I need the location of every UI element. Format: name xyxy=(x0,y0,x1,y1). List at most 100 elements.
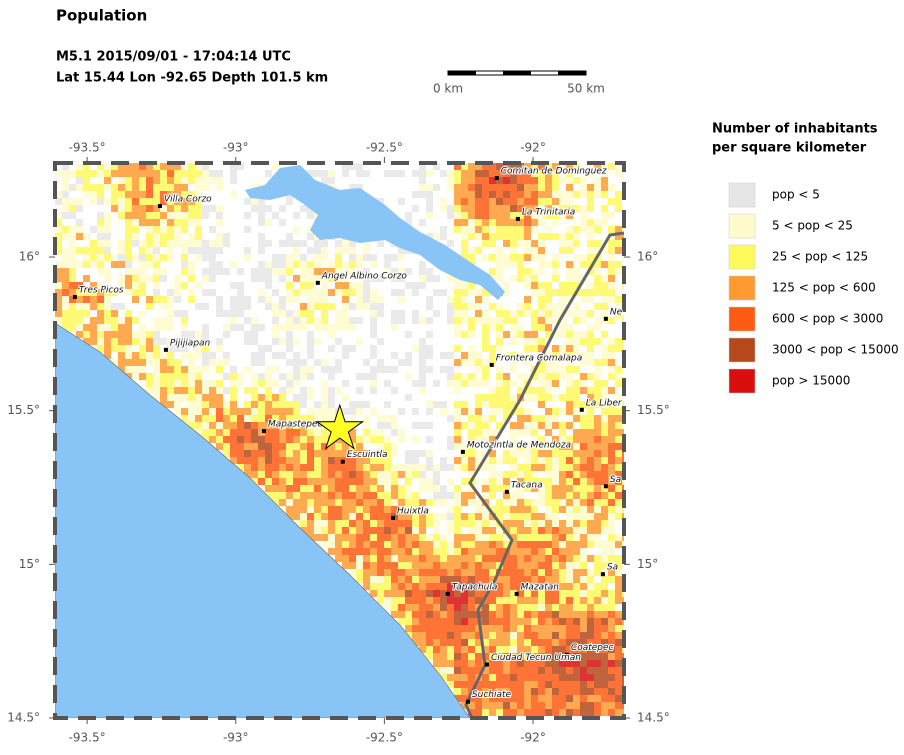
pop-cell xyxy=(538,443,545,450)
pop-cell xyxy=(426,436,433,443)
pop-cell xyxy=(272,324,279,331)
pop-cell xyxy=(517,492,524,499)
pop-cell xyxy=(496,219,503,226)
pop-cell xyxy=(174,380,181,387)
pop-cell xyxy=(314,401,321,408)
pop-cell xyxy=(104,275,111,282)
pop-cell xyxy=(377,366,384,373)
pop-cell xyxy=(97,310,104,317)
pop-cell xyxy=(356,296,363,303)
pop-cell xyxy=(447,632,454,639)
pop-cell xyxy=(615,436,622,443)
pop-cell xyxy=(601,590,608,597)
pop-cell xyxy=(475,198,482,205)
pop-cell xyxy=(384,499,391,506)
pop-cell xyxy=(188,289,195,296)
pop-cell xyxy=(314,359,321,366)
pop-cell xyxy=(202,170,209,177)
pop-cell xyxy=(580,401,587,408)
pop-cell xyxy=(279,429,286,436)
pop-cell xyxy=(111,359,118,366)
pop-cell xyxy=(370,296,377,303)
pop-cell xyxy=(328,548,335,555)
pop-cell xyxy=(538,464,545,471)
pop-cell xyxy=(405,576,412,583)
pop-cell xyxy=(405,548,412,555)
pop-cell xyxy=(181,282,188,289)
pop-cell xyxy=(496,485,503,492)
pop-cell xyxy=(454,625,461,632)
pop-cell xyxy=(62,303,69,310)
pop-cell xyxy=(461,296,468,303)
pop-cell xyxy=(601,359,608,366)
pop-cell xyxy=(230,408,237,415)
pop-cell xyxy=(608,534,615,541)
pop-cell xyxy=(601,681,608,688)
pop-cell xyxy=(552,317,559,324)
pop-cell xyxy=(545,394,552,401)
pop-cell xyxy=(587,611,594,618)
pop-cell xyxy=(608,625,615,632)
pop-cell xyxy=(405,625,412,632)
pop-cell xyxy=(580,513,587,520)
pop-cell xyxy=(216,212,223,219)
pop-cell xyxy=(433,275,440,282)
pop-cell xyxy=(412,548,419,555)
pop-cell xyxy=(573,303,580,310)
pop-cell xyxy=(363,429,370,436)
pop-cell xyxy=(615,457,622,464)
pop-cell xyxy=(419,548,426,555)
pop-cell xyxy=(342,268,349,275)
pop-cell xyxy=(531,317,538,324)
pop-cell xyxy=(608,667,615,674)
pop-cell xyxy=(398,429,405,436)
pop-cell xyxy=(181,212,188,219)
pop-cell xyxy=(510,380,517,387)
pop-cell xyxy=(216,387,223,394)
pop-cell xyxy=(559,548,566,555)
pop-cell xyxy=(503,625,510,632)
pop-cell xyxy=(83,184,90,191)
pop-cell xyxy=(125,233,132,240)
pop-cell xyxy=(454,548,461,555)
pop-cell xyxy=(601,191,608,198)
pop-cell xyxy=(601,303,608,310)
pop-cell xyxy=(552,597,559,604)
pop-cell xyxy=(223,233,230,240)
pop-cell xyxy=(132,254,139,261)
pop-cell xyxy=(286,422,293,429)
pop-cell xyxy=(300,499,307,506)
pop-cell xyxy=(90,338,97,345)
pop-cell xyxy=(545,485,552,492)
pop-cell xyxy=(503,310,510,317)
pop-cell xyxy=(335,513,342,520)
city-marker xyxy=(494,176,499,181)
pop-cell xyxy=(419,163,426,170)
pop-cell xyxy=(566,408,573,415)
pop-cell xyxy=(335,366,342,373)
pop-cell xyxy=(503,534,510,541)
pop-cell xyxy=(475,247,482,254)
pop-cell xyxy=(503,394,510,401)
pop-cell xyxy=(587,625,594,632)
pop-cell xyxy=(587,667,594,674)
pop-cell xyxy=(391,170,398,177)
pop-cell xyxy=(615,681,622,688)
pop-cell xyxy=(377,555,384,562)
pop-cell xyxy=(300,310,307,317)
pop-cell xyxy=(601,464,608,471)
pop-cell xyxy=(496,590,503,597)
pop-cell xyxy=(468,590,475,597)
pop-cell xyxy=(83,275,90,282)
pop-cell xyxy=(615,702,622,709)
pop-cell xyxy=(580,506,587,513)
legend-swatch xyxy=(728,275,756,301)
pop-cell xyxy=(468,513,475,520)
pop-cell xyxy=(517,534,524,541)
pop-cell xyxy=(517,464,524,471)
pop-cell xyxy=(426,331,433,338)
pop-cell xyxy=(447,653,454,660)
pop-cell xyxy=(251,205,258,212)
pop-cell xyxy=(587,604,594,611)
pop-cell xyxy=(552,674,559,681)
